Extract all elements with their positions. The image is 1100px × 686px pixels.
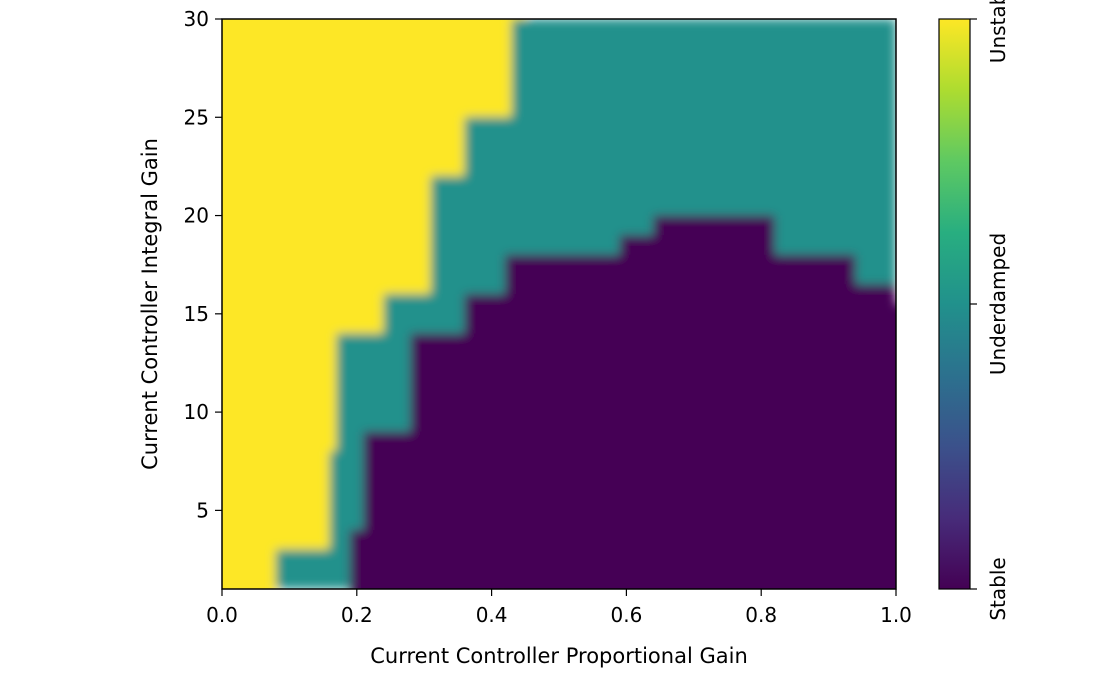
colorbar-tick-label: Unstable <box>986 0 1010 63</box>
heatmap-plot-area <box>221 18 897 590</box>
plot-frame <box>221 18 897 590</box>
x-tick-label: 0.8 <box>745 603 777 627</box>
colorbar-tick-label: Underdamped <box>986 233 1010 375</box>
y-axis-ticks: 5 10 15 20 25 30 <box>184 7 222 522</box>
x-tick-label: 0.6 <box>610 603 642 627</box>
colorbar: Stable Underdamped Unstable <box>938 0 1010 621</box>
colorbar-gradient <box>938 18 971 590</box>
x-tick-label: 1.0 <box>880 603 912 627</box>
y-tick-label: 25 <box>184 105 209 129</box>
y-tick-label: 5 <box>196 498 209 522</box>
x-tick-label: 0.0 <box>206 603 238 627</box>
colorbar-tick-label: Stable <box>986 557 1010 620</box>
heatmap-unstable-region <box>222 19 526 589</box>
x-tick-label: 0.4 <box>476 603 508 627</box>
colorbar-ticks: Stable Underdamped Unstable <box>970 0 1010 621</box>
x-axis-ticks: 0.0 0.2 0.4 0.6 0.8 1.0 <box>206 589 912 627</box>
x-axis-label: Current Controller Proportional Gain <box>370 644 748 668</box>
y-tick-label: 20 <box>184 204 209 228</box>
y-tick-label: 10 <box>184 400 209 424</box>
heatmap-stable-region <box>350 215 896 589</box>
y-tick-label: 15 <box>184 302 209 326</box>
x-tick-label: 0.2 <box>341 603 373 627</box>
y-tick-label: 30 <box>184 7 209 31</box>
y-axis-label: Current Controller Integral Gain <box>138 138 162 470</box>
